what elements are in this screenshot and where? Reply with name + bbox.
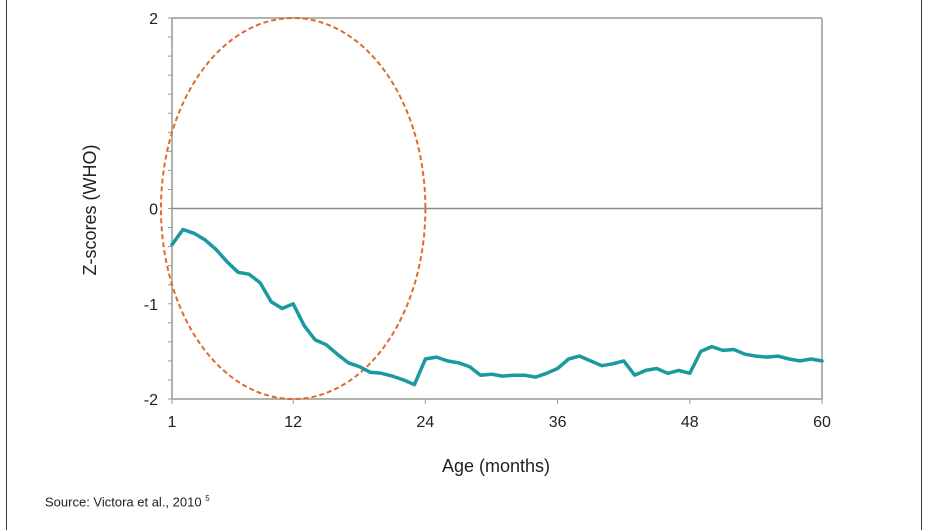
chart-axes: -2 -1 0 2 1 12 24 36 48 60	[144, 11, 831, 431]
x-tick-label: 24	[416, 414, 434, 431]
chart-series	[170, 227, 824, 387]
source-note: Source: Victora et al., 2010 5	[45, 494, 210, 509]
x-tick-label: 48	[681, 414, 699, 431]
x-tick-label: 36	[549, 414, 567, 431]
x-tick-label: 12	[284, 414, 302, 431]
y-tick-label: -1	[144, 297, 158, 314]
y-axis-label: Z-scores (WHO)	[80, 145, 100, 276]
y-tick-label: 0	[149, 202, 158, 219]
highlight-ellipse	[159, 17, 427, 400]
x-tick-label: 1	[168, 414, 177, 431]
chart-canvas: -2 -1 0 2 1 12 24 36 48 60 Age (months) Z-scores …	[80, 11, 831, 476]
frame-border	[6, 0, 922, 530]
chart-annotations	[159, 17, 427, 400]
y-tick-label: -2	[144, 392, 158, 409]
y-tick-label: 2	[149, 11, 158, 28]
x-tick-label: 60	[813, 414, 831, 431]
x-axis-label: Age (months)	[442, 456, 550, 476]
source-footnote: 5	[205, 494, 210, 503]
source-text: Source: Victora et al., 2010	[45, 494, 202, 510]
series-line	[170, 227, 824, 387]
